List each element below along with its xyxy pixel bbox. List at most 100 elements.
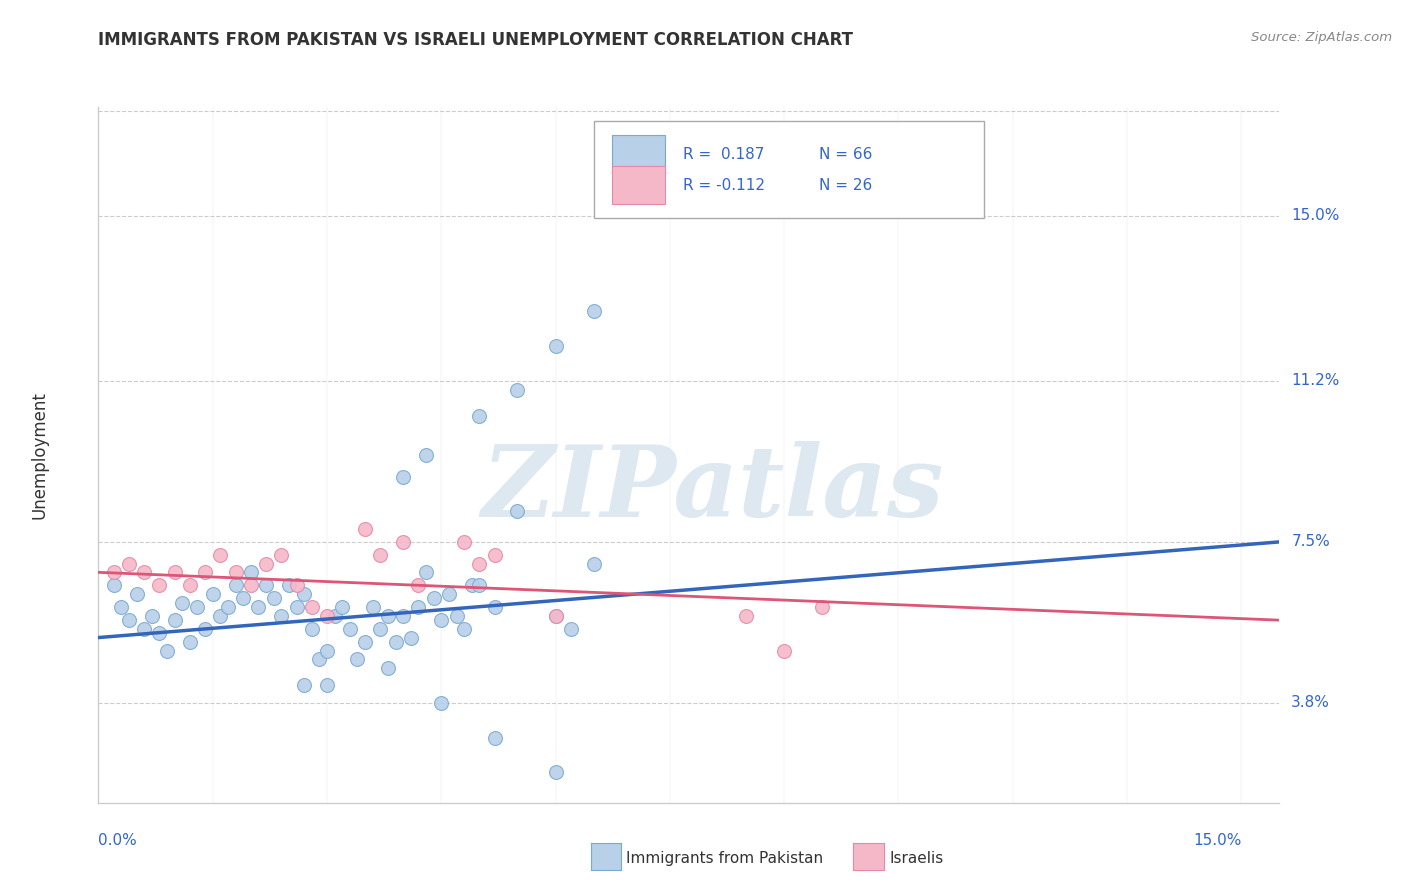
FancyBboxPatch shape [595, 121, 984, 219]
Point [103, 578, 125, 592]
Point [582, 304, 605, 318]
Point [103, 566, 125, 580]
Text: N = 26: N = 26 [818, 178, 872, 193]
Text: Source: ZipAtlas.com: Source: ZipAtlas.com [1251, 31, 1392, 45]
Point [361, 600, 384, 615]
Point [544, 765, 567, 780]
Text: 15.0%: 15.0% [1192, 833, 1241, 848]
Point [560, 622, 582, 636]
Point [446, 608, 468, 623]
Point [254, 557, 277, 571]
Point [156, 643, 179, 657]
Point [544, 608, 567, 623]
Point [468, 557, 491, 571]
Point [247, 600, 270, 615]
Point [292, 587, 315, 601]
Point [239, 566, 262, 580]
Point [110, 600, 132, 615]
Point [544, 339, 567, 353]
Text: 15.0%: 15.0% [1291, 208, 1340, 223]
Text: Israelis: Israelis [890, 851, 945, 865]
Point [544, 608, 567, 623]
Point [239, 578, 262, 592]
Point [392, 608, 415, 623]
Point [194, 566, 217, 580]
Point [209, 548, 232, 562]
Point [399, 631, 422, 645]
Point [225, 578, 247, 592]
Point [354, 522, 377, 536]
Point [773, 643, 796, 657]
Text: Unemployment: Unemployment [31, 391, 48, 519]
Point [377, 661, 399, 675]
Point [484, 548, 506, 562]
Point [201, 587, 224, 601]
Text: IMMIGRANTS FROM PAKISTAN VS ISRAELI UNEMPLOYMENT CORRELATION CHART: IMMIGRANTS FROM PAKISTAN VS ISRAELI UNEM… [98, 31, 853, 49]
Point [270, 608, 292, 623]
Point [172, 596, 194, 610]
Point [453, 622, 475, 636]
Point [330, 600, 353, 615]
Point [346, 652, 368, 666]
Point [225, 566, 247, 580]
Point [468, 409, 491, 423]
Point [468, 578, 491, 592]
Point [148, 578, 170, 592]
Point [285, 578, 308, 592]
Point [339, 622, 361, 636]
Text: Immigrants from Pakistan: Immigrants from Pakistan [626, 851, 823, 865]
Point [308, 652, 330, 666]
Point [430, 613, 453, 627]
Point [134, 566, 156, 580]
Point [179, 578, 201, 592]
Point [118, 557, 141, 571]
Point [125, 587, 148, 601]
Point [408, 600, 430, 615]
Text: N = 66: N = 66 [818, 146, 872, 161]
Point [301, 600, 323, 615]
Point [285, 600, 308, 615]
Point [323, 608, 346, 623]
Text: ZIPatlas: ZIPatlas [481, 442, 943, 538]
Point [430, 696, 453, 710]
Point [217, 600, 239, 615]
Point [179, 635, 201, 649]
Point [408, 578, 430, 592]
Text: R = -0.112: R = -0.112 [683, 178, 765, 193]
Point [118, 613, 141, 627]
Point [292, 678, 315, 692]
Point [437, 587, 460, 601]
Point [301, 622, 323, 636]
Point [415, 566, 437, 580]
Point [377, 608, 399, 623]
Point [209, 608, 232, 623]
Point [186, 600, 208, 615]
Point [277, 578, 299, 592]
Point [422, 591, 444, 606]
Point [370, 548, 392, 562]
Point [134, 622, 156, 636]
Point [392, 534, 415, 549]
Point [141, 608, 163, 623]
Point [254, 578, 277, 592]
Point [163, 566, 186, 580]
Point [735, 608, 758, 623]
Point [232, 591, 254, 606]
Point [194, 622, 217, 636]
Point [506, 504, 529, 518]
Point [415, 448, 437, 462]
Point [370, 622, 392, 636]
Point [270, 548, 292, 562]
Point [484, 731, 506, 745]
Point [163, 613, 186, 627]
Point [316, 643, 339, 657]
FancyBboxPatch shape [612, 166, 665, 204]
Point [316, 678, 339, 692]
Point [453, 534, 475, 549]
Point [811, 600, 834, 615]
Point [506, 383, 529, 397]
Text: 0.0%: 0.0% [98, 833, 138, 848]
Point [484, 600, 506, 615]
Text: 3.8%: 3.8% [1291, 695, 1330, 710]
Point [316, 608, 339, 623]
